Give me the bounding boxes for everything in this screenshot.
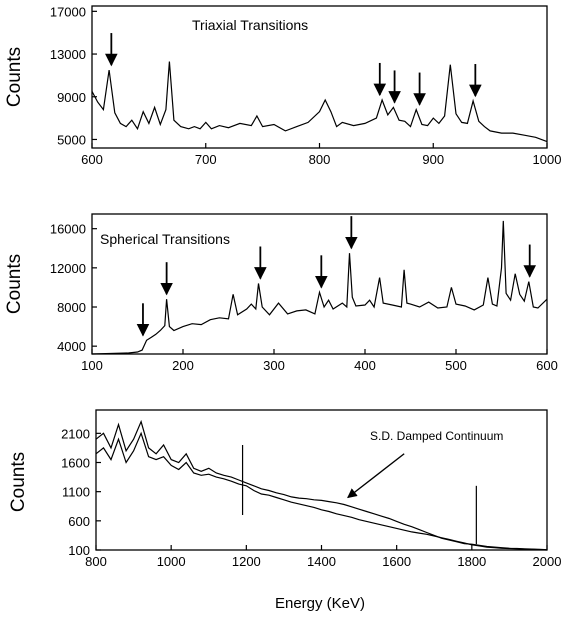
x-axis-label: Energy (KeV)	[275, 595, 365, 612]
panel-continuum: 800 1000 1200 1400 1600 1800 2000 100 600 1100 160…	[8, 409, 561, 612]
y-tick-label: 4000	[57, 339, 86, 354]
axis-ticks: 600 700 800 900 1000 5000 9000 13000 17000	[50, 4, 562, 167]
spectrum-line-lower	[95, 431, 548, 551]
x-tick-label: 1600	[382, 554, 411, 569]
x-tick-label: 1800	[457, 554, 486, 569]
x-tick-label: 700	[195, 152, 217, 167]
x-tick-label: 100	[81, 358, 103, 373]
x-tick-label: 1400	[307, 554, 336, 569]
annotation: Triaxial Transitions	[192, 17, 308, 33]
arrow-markers	[105, 33, 482, 106]
x-tick-label: 500	[445, 358, 467, 373]
y-tick-label: 2100	[61, 426, 90, 441]
x-tick-label: 800	[309, 152, 331, 167]
axis-ticks: 800 1000 1200 1400 1600 1800 2000 100 600 1100 160…	[61, 426, 561, 569]
arrow-markers	[136, 216, 537, 337]
y-tick-label: 17000	[50, 4, 86, 19]
x-tick-label: 600	[536, 358, 558, 373]
annotation: S.D. Damped Continuum	[370, 429, 503, 443]
y-tick-label: 13000	[50, 47, 86, 62]
y-tick-label: 12000	[50, 261, 86, 276]
x-tick-label: 2000	[533, 554, 562, 569]
x-tick-label: 200	[172, 358, 194, 373]
annotation: Spherical Transitions	[100, 231, 230, 247]
y-tick-label: 5000	[57, 132, 86, 147]
panel-triaxial: 600 700 800 900 1000 5000 9000 13000 17000 Triax…	[4, 4, 561, 167]
y-axis-label: Counts	[4, 47, 25, 107]
y-tick-label: 1600	[61, 456, 90, 471]
x-tick-label: 400	[354, 358, 376, 373]
y-axis-label: Counts	[4, 254, 25, 314]
y-tick-label: 9000	[57, 90, 86, 105]
panel-spherical: 100 200 300 400 500 600 4000 8000 12000 16000 Sph…	[4, 213, 558, 373]
axis-ticks: 100 200 300 400 500 600 4000 8000 12000 16000	[50, 222, 558, 373]
x-tick-label: 600	[81, 152, 103, 167]
x-tick-label: 800	[85, 554, 107, 569]
x-tick-label: 1000	[533, 152, 562, 167]
y-axis-label: Counts	[8, 452, 29, 512]
x-tick-label: 1000	[157, 554, 186, 569]
x-tick-label: 300	[263, 358, 285, 373]
spectrum-line	[91, 61, 548, 143]
plot-frame	[91, 213, 548, 355]
y-tick-label: 100	[68, 543, 90, 558]
spectrum-line	[91, 220, 548, 355]
plot-frame	[91, 5, 548, 149]
marker-lines	[241, 445, 477, 545]
y-tick-label: 600	[68, 514, 90, 529]
y-tick-label: 1100	[62, 485, 90, 500]
y-tick-label: 8000	[57, 300, 86, 315]
x-tick-label: 1200	[232, 554, 261, 569]
continuum-arrow	[347, 453, 405, 499]
y-tick-label: 16000	[50, 222, 86, 237]
x-tick-label: 900	[422, 152, 444, 167]
